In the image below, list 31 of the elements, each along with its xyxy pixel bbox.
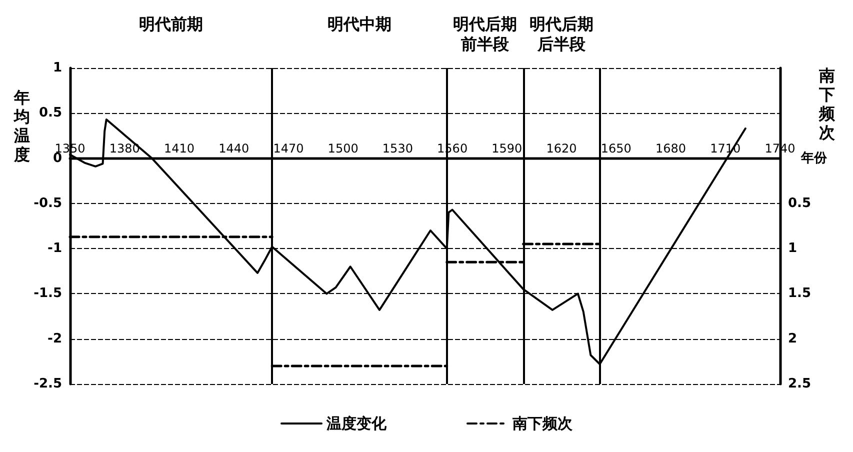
text: 明代后期后半段 (530, 14, 594, 54)
legend-label: 南下频次 (512, 414, 574, 432)
y-tick-label: -2.5 (34, 376, 62, 392)
y-tick-label: -0.5 (34, 196, 62, 211)
x-tick-label: 1380 (109, 141, 140, 156)
y-tick-label: -1.5 (34, 286, 62, 302)
x-tick-label: 1500 (328, 141, 358, 156)
x-tick-label: 1680 (655, 141, 686, 156)
y-tick-label: -2 (48, 331, 62, 346)
text: 明代前期 (139, 14, 204, 34)
x-tick-label: 1590 (492, 141, 522, 156)
y2-axis-title: 南下频次 (818, 66, 836, 142)
y-tick-label: -1 (48, 241, 62, 256)
y2-tick-label: 2.5 (788, 376, 812, 392)
y2-tick-label: 0.5 (788, 196, 812, 211)
x-axis-title: 年份 (800, 150, 828, 166)
text: 明代后期前半段 (453, 14, 518, 54)
y-tick-label: 1 (52, 60, 62, 76)
y2-tick-label: 2 (788, 331, 798, 346)
y-tick-label: 0.5 (38, 106, 62, 121)
x-tick-label: 1410 (164, 141, 195, 156)
y-axis-title: 年均温度 (13, 88, 30, 164)
text: 明代中期 (327, 14, 392, 34)
x-tick-label: 1620 (546, 141, 577, 156)
x-tick-label: 1440 (218, 141, 250, 156)
x-tick-label: 1650 (600, 141, 632, 156)
x-tick-label: 1470 (273, 141, 304, 156)
legend-label: 温度变化 (326, 414, 388, 432)
y2-tick-label: 1.5 (788, 286, 812, 302)
y2-tick-label: 1 (788, 241, 798, 256)
x-tick-label: 1530 (382, 141, 413, 156)
